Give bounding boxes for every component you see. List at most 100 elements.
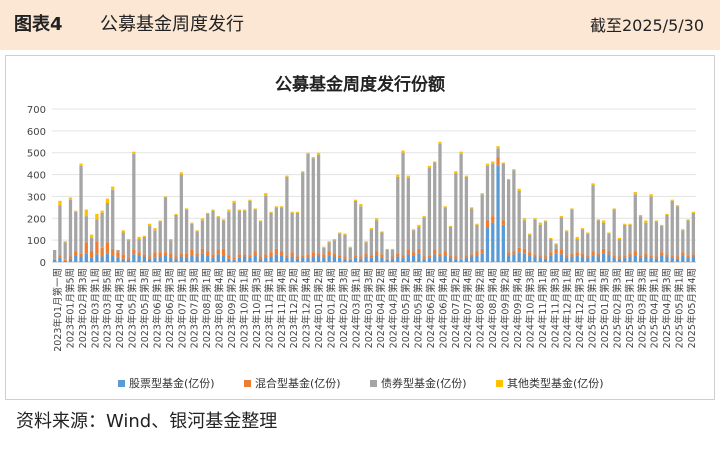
- x-tick-label: 2023年01月第一周: [52, 268, 64, 352]
- bar-segment-s4: [163, 196, 168, 198]
- bar-segment-s4: [285, 175, 289, 177]
- bar-segment-s1: [575, 255, 579, 262]
- bar-segment-s3: [327, 242, 331, 252]
- x-tick-label: 2023年05月第1周: [127, 268, 139, 348]
- bar-segment-s1: [285, 257, 289, 262]
- x-tick-label: 2023年06月第3周: [164, 268, 176, 348]
- bar-segment-s1: [322, 257, 326, 262]
- bar-segment-s2: [575, 252, 579, 256]
- bar-segment-s4: [105, 198, 110, 203]
- bar-segment-s1: [596, 256, 600, 262]
- bar-segment-s1: [153, 257, 157, 262]
- bar-segment-s1: [343, 258, 347, 262]
- bar-segment-s1: [279, 255, 284, 262]
- bar-segment-s1: [554, 253, 558, 262]
- bar-segment-s3: [132, 153, 136, 250]
- bar-segment-s2: [142, 254, 147, 257]
- bar-segment-s4: [153, 228, 157, 231]
- bar-segment-s1: [670, 257, 674, 262]
- x-tick-label: 2024年12月第1周: [562, 268, 574, 348]
- bar-segment-s4: [211, 209, 215, 211]
- bar-segment-s4: [68, 197, 73, 200]
- bar-segment-s2: [332, 253, 337, 257]
- bar-segment-s2: [343, 256, 347, 259]
- x-tick-label: 2024年01月第4周: [325, 268, 337, 348]
- bar-segment-s4: [206, 212, 210, 214]
- bar-segment-s2: [301, 255, 305, 258]
- x-tick-label: 2024年04月第4周: [388, 268, 400, 348]
- bar-segment-s4: [332, 239, 337, 241]
- bar-segment-s2: [206, 251, 210, 256]
- bar-segment-s1: [401, 257, 405, 262]
- bar-segment-s3: [649, 196, 653, 256]
- bar-segment-s4: [617, 237, 622, 240]
- bar-segment-s3: [591, 185, 595, 252]
- bar-segment-s1: [427, 257, 432, 262]
- bar-segment-s1: [422, 258, 426, 262]
- bar-segment-s3: [417, 227, 421, 249]
- bar-segment-s2: [79, 253, 83, 257]
- bar-segment-s2: [390, 256, 395, 259]
- bar-segment-s3: [570, 209, 574, 254]
- bar-segment-s2: [248, 255, 252, 258]
- bar-segment-s4: [475, 223, 479, 225]
- bar-segment-s1: [443, 255, 447, 262]
- bar-segment-s1: [95, 254, 99, 262]
- bar-segment-s4: [575, 236, 579, 240]
- figure-title: 公募基金周度发行: [100, 14, 244, 35]
- bar-segment-s4: [438, 141, 442, 144]
- bar-segment-s3: [528, 234, 532, 253]
- bar-segment-s4: [227, 209, 231, 212]
- bar-segment-s4: [221, 219, 226, 221]
- figure-label: 图表4: [14, 14, 63, 35]
- bar-segment-s1: [232, 259, 236, 262]
- bar-segment-s3: [422, 217, 426, 257]
- bar-segment-s3: [496, 148, 500, 158]
- bar-segment-s1: [438, 256, 442, 262]
- bar-segment-s4: [174, 213, 178, 216]
- bar-segment-s3: [200, 220, 205, 249]
- bar-segment-s3: [348, 247, 352, 259]
- bar-segment-s3: [221, 220, 226, 249]
- bar-segment-s2: [612, 255, 616, 258]
- x-tick-label: 2023年08月第4周: [214, 268, 226, 348]
- bar-segment-s1: [190, 255, 194, 262]
- bar-segment-s2: [74, 251, 78, 256]
- bar-segment-s1: [480, 253, 484, 262]
- bar-segment-s2: [601, 248, 606, 254]
- bar-segment-s1: [411, 255, 416, 262]
- bar-segment-s3: [390, 249, 395, 257]
- bar-segment-s4: [559, 216, 564, 218]
- bar-segment-s2: [660, 252, 664, 256]
- x-tick-label: 2023年11月第4周: [276, 268, 288, 348]
- bar-segment-s1: [601, 253, 606, 262]
- bar-segment-s3: [227, 211, 231, 256]
- bar-segment-s3: [163, 197, 168, 253]
- bar-segment-s3: [111, 189, 115, 249]
- bar-segment-s2: [227, 255, 231, 259]
- bar-segment-s1: [311, 256, 315, 262]
- bar-segment-s2: [464, 255, 469, 258]
- bar-segment-s4: [633, 192, 637, 195]
- x-tick-label: 2024年12月第3周: [574, 268, 586, 348]
- bar-segment-s1: [686, 257, 690, 262]
- bar-segment-s2: [517, 247, 521, 253]
- bar-segment-s1: [158, 256, 162, 262]
- legend-label: 债券型基金(亿份): [381, 376, 467, 390]
- bar-segment-s4: [533, 218, 537, 220]
- bar-segment-s4: [654, 220, 659, 222]
- legend: 股票型基金(亿份) 混合型基金(亿份) 债券型基金(亿份) 其他类型基金(亿份): [118, 376, 604, 390]
- bar-segment-s3: [68, 199, 73, 257]
- bar-segment-s4: [528, 233, 532, 235]
- bar-segment-s3: [406, 177, 410, 250]
- bar-segment-s4: [649, 194, 653, 197]
- legend-label: 股票型基金(亿份): [129, 376, 215, 390]
- bar-segment-s2: [116, 252, 120, 258]
- bar-segment-s3: [380, 232, 384, 255]
- bar-segment-s4: [79, 163, 83, 166]
- bar-segment-s3: [411, 230, 416, 253]
- bar-segment-s1: [306, 257, 310, 262]
- bar-segment-s3: [53, 249, 57, 259]
- bar-segment-s3: [401, 152, 405, 256]
- bar-segment-s2: [63, 259, 67, 261]
